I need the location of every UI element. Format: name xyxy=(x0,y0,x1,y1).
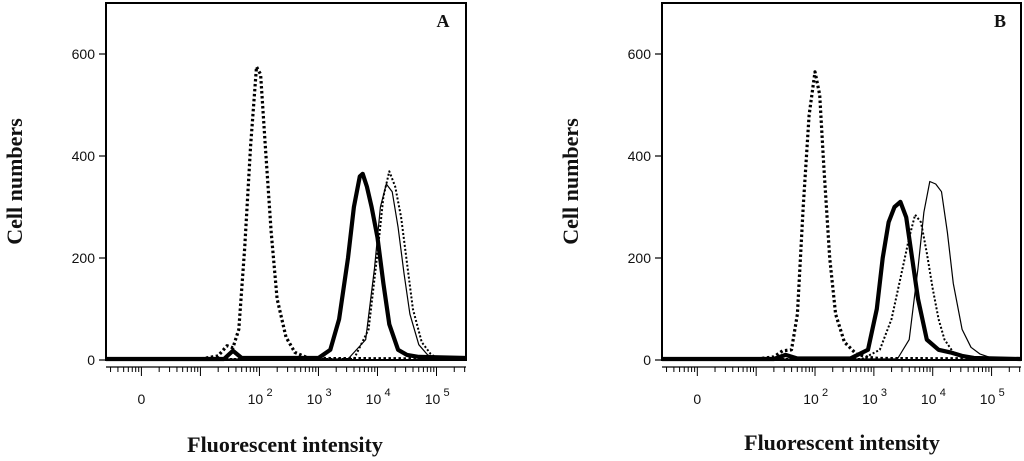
panel-b-x-tick-label: 0 xyxy=(693,391,701,407)
panel-b-x-tick-exponent: 3 xyxy=(881,387,887,399)
panel-b-label: B xyxy=(994,11,1006,31)
panel-a-series xyxy=(106,65,467,362)
panel-b-series-sample-dotted xyxy=(662,213,1022,360)
panel-a-x-tick-label: 10 xyxy=(307,391,323,407)
panel-a-y-tick-label: 600 xyxy=(72,46,96,62)
panel-b-x-axis-title: Fluorescent intensity xyxy=(744,430,940,455)
panel-b-y-tick-label: 0 xyxy=(643,352,651,368)
panel-b-x-tick-label: 10 xyxy=(862,391,878,407)
panel-a-x-tick-label: 0 xyxy=(138,391,146,407)
panel-b-series-sample-thin xyxy=(662,180,1022,360)
panel-b-y-axis: 0 200 400 600 xyxy=(628,46,662,368)
panel-b-y-tick-label: 600 xyxy=(628,46,652,62)
panel-a-series-sample-dotted xyxy=(106,170,467,360)
panel-a-x-tick-exponent: 5 xyxy=(443,387,449,399)
panel-a-y-tick-label: 0 xyxy=(87,352,95,368)
panel-b-frame xyxy=(661,2,1022,361)
panel-b-y-axis-title: Cell numbers xyxy=(558,118,583,245)
panel-b-y-tick-label: 200 xyxy=(628,250,652,266)
panel-a-y-axis-title: Cell numbers xyxy=(2,118,27,245)
panel-b-series-control xyxy=(662,70,1022,361)
panel-a-series-control xyxy=(106,65,467,361)
panel-a-x-tick-label: 10 xyxy=(366,391,382,407)
panel-a-x-tick-exponent: 2 xyxy=(266,387,272,399)
panel-a-series-sample-thin xyxy=(106,183,467,360)
panel-b-x-tick-label: 10 xyxy=(921,391,937,407)
panel-a-x-tick-exponent: 3 xyxy=(325,387,331,399)
panel-a-y-tick-label: 400 xyxy=(72,148,96,164)
panel-b-x-tick-exponent: 4 xyxy=(940,387,946,399)
panel-b-x-tick-exponent: 2 xyxy=(822,387,828,399)
panel-b-x-tick-exponent: 5 xyxy=(999,387,1005,399)
panel-b-x-tick-label: 10 xyxy=(803,391,819,407)
panel-a-label: A xyxy=(437,11,450,31)
panel-b-x-axis: 0 10 2 10 3 10 4 10 5 xyxy=(662,366,1021,407)
panel-a-x-axis: 0 10 2 10 3 10 4 10 5 xyxy=(106,366,466,407)
panel-a-x-tick-label: 10 xyxy=(425,391,441,407)
panel-a-x-tick-exponent: 4 xyxy=(384,387,390,399)
panel-a-frame xyxy=(105,2,467,361)
panel-b-x-tick-label: 10 xyxy=(980,391,996,407)
panel-a-y-tick-label: 200 xyxy=(72,250,96,266)
panel-b-series xyxy=(662,70,1022,362)
panel-a-y-axis: 0 200 400 600 xyxy=(72,46,106,368)
panel-a-x-axis-title: Fluorescent intensity xyxy=(187,432,383,457)
panel-a-x-tick-label: 10 xyxy=(248,391,264,407)
panel-b-y-tick-label: 400 xyxy=(628,148,652,164)
